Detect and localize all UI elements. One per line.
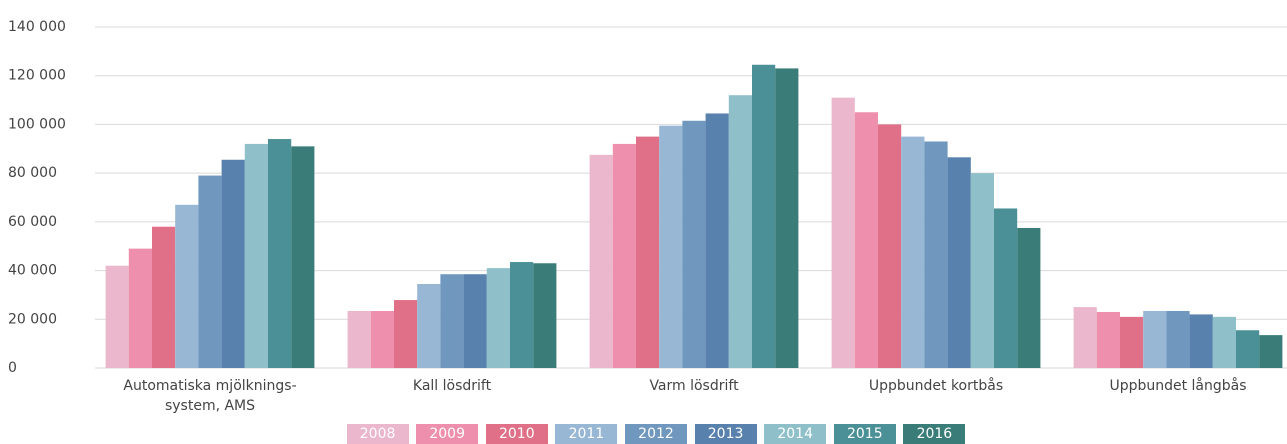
bar: [152, 226, 176, 368]
bar: [1259, 335, 1283, 368]
y-tick-label: 100 000: [8, 116, 66, 132]
bar: [612, 143, 636, 368]
x-tick-label: Kall lösdrift: [412, 378, 492, 394]
bar: [510, 262, 534, 368]
bar: [901, 136, 925, 368]
x-tick-label: Varm lösdrift: [649, 378, 739, 394]
bar: [1212, 316, 1236, 368]
bar: [1236, 330, 1260, 368]
bar: [659, 125, 683, 369]
bar: [291, 146, 315, 368]
bar: [370, 311, 394, 368]
bar: [463, 274, 487, 368]
y-tick-label: 20 000: [8, 311, 57, 327]
bar: [533, 263, 557, 368]
bar: [854, 112, 878, 368]
bar: [440, 274, 464, 368]
bar: [1096, 311, 1120, 368]
bar: [221, 159, 245, 368]
bar: [198, 175, 222, 368]
bar: [1120, 316, 1144, 368]
y-tick-label: 120 000: [8, 68, 66, 84]
legend-item: 2008: [346, 424, 409, 444]
bar: [105, 265, 129, 368]
bar: [1073, 307, 1097, 368]
bar: [878, 124, 902, 368]
bar: [636, 136, 660, 368]
bar: [394, 300, 418, 368]
y-tick-label: 80 000: [8, 165, 57, 181]
legend-item: 2016: [903, 424, 966, 444]
bar: [924, 141, 948, 368]
legend-item: 2009: [416, 424, 479, 444]
bar: [417, 283, 441, 368]
bar: [1189, 314, 1213, 368]
x-tick-label: Automatiska mjölknings- system, AMS: [123, 378, 297, 414]
bar: [947, 157, 971, 368]
legend-item: 2011: [555, 424, 618, 444]
bar: [705, 113, 729, 368]
bar: [775, 68, 799, 369]
bar: [682, 120, 706, 369]
bar: [175, 204, 199, 368]
bar: [831, 97, 855, 368]
legend-item: 2010: [485, 424, 548, 444]
x-tick-label: Uppbundet kortbås: [868, 378, 1004, 394]
bar: [970, 173, 994, 368]
x-tick-label: Uppbundet långbås: [1109, 378, 1247, 394]
bar: [589, 154, 613, 368]
bar: [128, 248, 152, 368]
y-tick-label: 40 000: [8, 263, 57, 279]
bar: [486, 268, 510, 368]
legend-item: 2014: [764, 424, 827, 444]
bar: [347, 311, 371, 368]
bar: [1143, 311, 1167, 368]
bar: [244, 143, 268, 368]
bar: [728, 95, 752, 368]
bar: [1017, 227, 1041, 368]
legend-item: 2015: [833, 424, 896, 444]
legend-item: 2013: [694, 424, 757, 444]
bar: [994, 208, 1018, 368]
bar: [268, 139, 292, 368]
bar: [752, 64, 776, 368]
y-tick-label: 60 000: [8, 214, 57, 230]
y-tick-label: 0: [8, 360, 17, 376]
bar: [1166, 311, 1190, 368]
legend-item: 2012: [625, 424, 687, 444]
y-tick-label: 140 000: [8, 19, 66, 35]
